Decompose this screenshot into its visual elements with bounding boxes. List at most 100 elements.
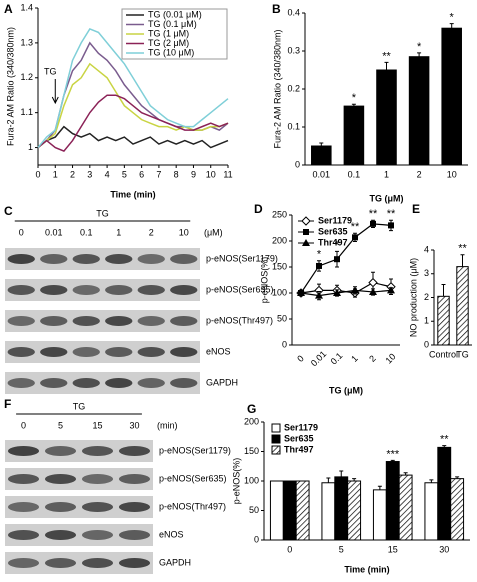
bar: [334, 476, 349, 541]
error-bar: [390, 459, 395, 462]
legend-label: TG (0.1 μM): [148, 19, 197, 29]
bar: [385, 461, 400, 541]
band: [118, 502, 151, 512]
line: [37, 62, 229, 149]
legend-swatch: [271, 434, 281, 444]
band: [7, 530, 40, 540]
x-axis-label: Time (min): [344, 564, 389, 574]
legend-label: TG (10 μM): [148, 47, 194, 57]
lane-label: 5: [58, 420, 63, 430]
band: [118, 474, 151, 484]
band: [72, 347, 100, 357]
bar: [372, 489, 387, 541]
x-tick-label: 0: [287, 544, 292, 554]
band: [44, 474, 77, 484]
x-tick-label: 10: [206, 169, 216, 179]
band: [7, 446, 40, 456]
row-label: GAPDH: [206, 377, 238, 387]
panel-label: G: [247, 402, 256, 416]
band: [105, 347, 133, 357]
bar: [347, 480, 362, 541]
band: [7, 474, 40, 484]
band: [137, 285, 165, 295]
error-bar: [339, 470, 344, 477]
treatment-label: TG: [96, 208, 109, 218]
error-bar: [417, 52, 422, 57]
y-tick-label: 250: [272, 209, 287, 219]
x-tick-label: 5: [339, 544, 344, 554]
marker: [369, 287, 377, 295]
x-tick-label: 8: [174, 169, 179, 179]
marker: [368, 277, 378, 288]
legend-label: Ser1179: [318, 215, 352, 225]
lane-label: 15: [92, 420, 102, 430]
annotation: TG: [44, 66, 57, 76]
y-axis-label: Fura-2 AM Ratio (340/380nm): [5, 27, 15, 146]
band: [40, 347, 68, 357]
blot-strip: [5, 279, 200, 301]
band: [118, 530, 151, 540]
x-tick-label: 3: [87, 169, 92, 179]
marker: [333, 289, 341, 296]
marker: [303, 229, 309, 235]
error-bar: [441, 283, 446, 297]
significance: **: [351, 221, 360, 233]
band: [7, 378, 35, 388]
y-tick-label: 0: [282, 339, 287, 349]
blot-strip: [5, 496, 153, 518]
significance: **: [369, 208, 378, 220]
y-tick-label: 0.4: [287, 7, 300, 17]
blot-strip: [5, 372, 200, 394]
legend-swatch: [271, 445, 281, 455]
y-tick-label: 0.1: [287, 121, 300, 131]
line: [37, 28, 229, 149]
band: [170, 285, 198, 295]
band: [170, 316, 198, 326]
legend-label: Ser635: [284, 433, 314, 443]
row-label: p-eNOS(Thr497): [159, 501, 226, 511]
x-tick-label: 4: [105, 169, 110, 179]
y-axis-label: p-eNOS(%): [259, 257, 269, 304]
y-tick-label: 0.2: [287, 83, 300, 93]
marker: [315, 291, 323, 299]
error-bar: [403, 472, 408, 476]
blot-strip: [5, 468, 153, 490]
x-tick-label: 9: [191, 169, 196, 179]
row-label: eNOS: [206, 346, 231, 356]
band: [81, 558, 114, 568]
y-axis-label: p-eNOS(%): [231, 458, 241, 505]
x-tick-label: 2: [417, 169, 422, 179]
panel-label: A: [4, 2, 13, 16]
y-tick-label: 50: [277, 313, 287, 323]
significance: *: [450, 12, 455, 24]
bar: [437, 295, 450, 346]
error-bar: [377, 485, 382, 490]
band: [137, 347, 165, 357]
legend-label: TG (2 μM): [148, 38, 189, 48]
marker: [352, 234, 358, 241]
band: [7, 254, 35, 264]
y-tick-label: 100: [244, 475, 259, 485]
x-tick-label: 5: [122, 169, 127, 179]
legend-label: Thr497: [318, 237, 348, 247]
x-tick-label: 0.01: [309, 349, 328, 368]
y-tick-label: 200: [244, 416, 259, 426]
bar: [456, 266, 469, 346]
blot-strip: [5, 310, 200, 332]
y-tick-label: 200: [272, 235, 287, 245]
bar: [424, 482, 439, 541]
panel-label: D: [254, 202, 263, 216]
band: [81, 530, 114, 540]
band: [118, 446, 151, 456]
panel-label: B: [272, 2, 281, 16]
band: [40, 378, 68, 388]
band: [170, 378, 198, 388]
error-bar: [455, 476, 460, 479]
band: [72, 285, 100, 295]
bar: [376, 69, 397, 166]
legend-label: Ser635: [318, 226, 348, 236]
marker: [297, 289, 305, 296]
y-tick-label: 1: [424, 316, 429, 326]
marker: [316, 262, 322, 269]
